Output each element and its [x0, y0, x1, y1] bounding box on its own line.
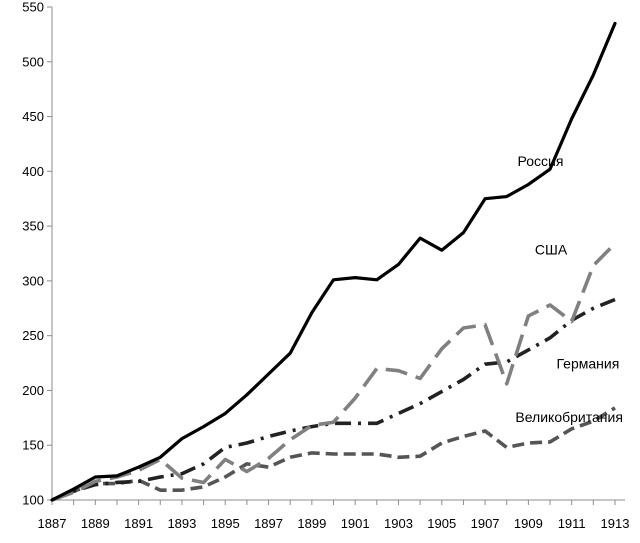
y-tick-label: 200 [22, 383, 44, 398]
series-group [50, 21, 617, 502]
series-labels: Россия США Германия Великобритания [515, 153, 623, 425]
series-label-1: Россия [518, 153, 564, 169]
series-label-3: Германия [557, 356, 620, 372]
x-tick-label: 1891 [124, 516, 153, 531]
x-tick-label: 1913 [601, 516, 630, 531]
x-tick-label: 1897 [254, 516, 283, 531]
y-tick-label: 150 [22, 438, 44, 453]
y-tick-label: 350 [22, 219, 44, 234]
x-tick-label: 1899 [297, 516, 326, 531]
series-label-4: Великобритания [515, 409, 623, 425]
y-tick-label: 450 [22, 109, 44, 124]
x-tick-label: 1909 [514, 516, 543, 531]
y-tick-label: 250 [22, 328, 44, 343]
x-tick-label: 1911 [558, 516, 586, 531]
series-line-1 [50, 21, 617, 502]
y-tick-label: 550 [22, 0, 44, 15]
x-tick-label: 1889 [81, 516, 110, 531]
x-axis-ticks: 1887 1889 1891 1893 1895 1897 1899 1901 1903 1905… [38, 500, 630, 531]
y-tick-label: 300 [22, 273, 44, 288]
x-tick-label: 1893 [167, 516, 196, 531]
x-tick-label: 1903 [384, 516, 413, 531]
x-tick-label: 1887 [38, 516, 67, 531]
y-tick-label: 100 [22, 493, 44, 508]
x-tick-label: 1905 [427, 516, 456, 531]
x-tick-label: 1895 [211, 516, 240, 531]
y-tick-label: 400 [22, 164, 44, 179]
y-axis-ticks: 100 150 200 250 300 350 400 450 500 550 [22, 0, 52, 508]
x-tick-label: 1901 [341, 516, 370, 531]
y-tick-label: 500 [22, 54, 44, 69]
series-label-2: США [535, 242, 568, 258]
series-line-3 [51, 297, 616, 502]
axes [51, 7, 625, 501]
series-line-4 [51, 406, 616, 502]
series-line-2 [51, 242, 617, 502]
x-tick-label: 1907 [471, 516, 500, 531]
